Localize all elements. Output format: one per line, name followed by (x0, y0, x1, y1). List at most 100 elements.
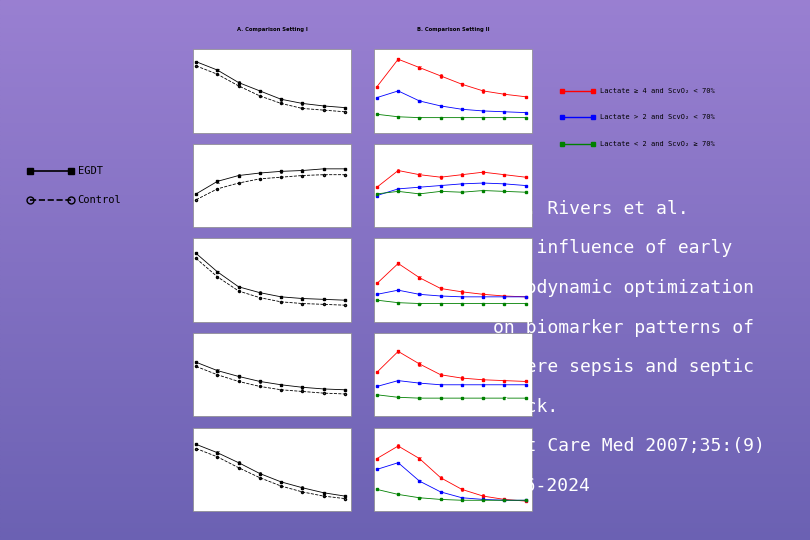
Bar (0, 104, 810, 108)
Bar (0, 158, 810, 162)
Bar (0, 4, 810, 9)
Bar (0, 247, 810, 252)
Bar (0, 490, 810, 495)
Bar (0, 401, 810, 405)
Bar (0, 405, 810, 409)
Bar (0, 99, 810, 104)
Bar (0, 369, 810, 374)
Bar (0, 441, 810, 445)
Bar (373, 144, 532, 227)
Text: B. Comparison Setting II: B. Comparison Setting II (416, 28, 489, 32)
Bar (0, 342, 810, 347)
Bar (0, 31, 810, 36)
Bar (0, 270, 810, 274)
Bar (0, 171, 810, 176)
Bar (0, 428, 810, 432)
Bar (0, 463, 810, 468)
Bar (0, 198, 810, 202)
Bar (0, 500, 810, 504)
Bar (0, 459, 810, 463)
Bar (0, 495, 810, 500)
Bar (0, 374, 810, 378)
Bar (0, 23, 810, 27)
Text: The influence of early: The influence of early (493, 239, 732, 258)
Bar (0, 40, 810, 45)
Bar (0, 243, 810, 247)
Text: A. Comparison Setting I: A. Comparison Setting I (237, 28, 308, 32)
Bar (0, 333, 810, 338)
Bar (0, 131, 810, 135)
Bar (193, 239, 352, 322)
Bar (0, 328, 810, 333)
Bar (0, 378, 810, 382)
Bar (0, 364, 810, 369)
Bar (0, 94, 810, 99)
Bar (0, 18, 810, 23)
Bar (0, 225, 810, 229)
Bar (0, 202, 810, 207)
Bar (0, 230, 810, 234)
Bar (0, 216, 810, 220)
Bar (0, 252, 810, 256)
Bar (0, 239, 810, 243)
Bar (0, 392, 810, 396)
Bar (0, 207, 810, 212)
Bar (0, 423, 810, 428)
Bar (0, 450, 810, 455)
Bar (0, 193, 810, 198)
Bar (0, 112, 810, 117)
Bar (0, 446, 810, 450)
Bar (0, 148, 810, 153)
Text: Lactate ≥ 4 and ScvO₂ < 70%: Lactate ≥ 4 and ScvO₂ < 70% (600, 88, 715, 94)
Text: Crit Care Med 2007;35:(9): Crit Care Med 2007;35:(9) (493, 437, 765, 455)
Text: Lactate > 2 and ScvO₂ < 70%: Lactate > 2 and ScvO₂ < 70% (600, 114, 715, 120)
Text: Control: Control (78, 195, 122, 205)
Bar (0, 54, 810, 58)
Bar (0, 108, 810, 112)
Bar (0, 360, 810, 364)
Bar (0, 81, 810, 85)
Bar (0, 9, 810, 14)
Bar (0, 27, 810, 31)
Bar (0, 72, 810, 77)
Bar (0, 166, 810, 171)
Bar (193, 49, 352, 133)
Bar (0, 320, 810, 324)
Bar (0, 50, 810, 54)
Bar (0, 261, 810, 266)
Bar (0, 468, 810, 472)
Bar (0, 509, 810, 513)
Bar (0, 522, 810, 526)
Bar (193, 428, 352, 511)
Bar (373, 239, 532, 322)
Bar (0, 58, 810, 63)
Bar (0, 45, 810, 50)
Bar (0, 117, 810, 122)
Text: Lactate < 2 and ScvO₂ ≥ 70%: Lactate < 2 and ScvO₂ ≥ 70% (600, 141, 715, 147)
Bar (0, 279, 810, 284)
Bar (0, 355, 810, 360)
Text: shock.: shock. (493, 398, 558, 416)
Bar (0, 162, 810, 166)
Bar (0, 324, 810, 328)
Bar (0, 455, 810, 459)
Bar (0, 274, 810, 279)
Bar (0, 526, 810, 531)
Bar (0, 482, 810, 486)
Bar (0, 212, 810, 216)
Bar (0, 234, 810, 239)
Bar (0, 68, 810, 72)
Bar (0, 387, 810, 392)
Bar (0, 153, 810, 158)
Bar (0, 144, 810, 148)
Bar (0, 297, 810, 301)
Bar (0, 347, 810, 351)
Bar (193, 144, 352, 227)
Bar (0, 180, 810, 185)
Bar (0, 176, 810, 180)
Bar (0, 85, 810, 90)
Bar (0, 185, 810, 189)
Bar (193, 333, 352, 416)
Bar (0, 0, 810, 4)
Bar (0, 139, 810, 144)
